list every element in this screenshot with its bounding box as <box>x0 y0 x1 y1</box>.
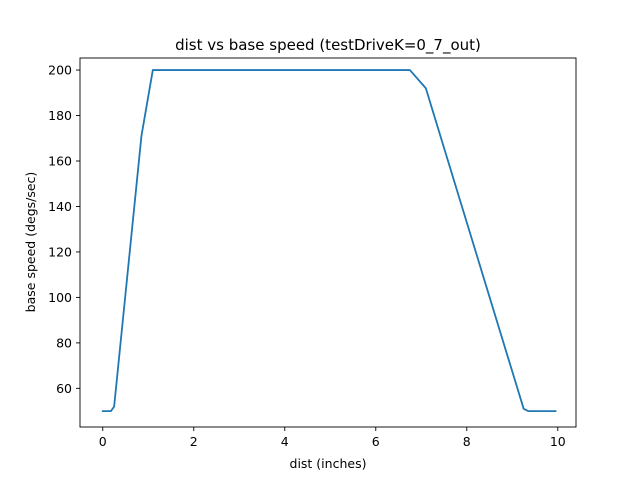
x-tick-label: 0 <box>99 434 107 449</box>
x-tick-label: 6 <box>372 434 380 449</box>
y-tick-label: 180 <box>48 108 72 123</box>
y-axis-label: base speed (degs/sec) <box>23 172 38 313</box>
series-line-0 <box>101 69 557 412</box>
y-tick-label: 100 <box>48 290 72 305</box>
x-tick-label: 8 <box>463 434 471 449</box>
axes-frame <box>79 57 577 428</box>
y-tick-label: 140 <box>48 199 72 214</box>
x-axis-label: dist (inches) <box>290 456 367 471</box>
y-axis: 60 80 100 120 140 160 180 200 <box>48 63 80 396</box>
x-axis: 0 2 4 6 8 10 <box>99 427 566 449</box>
x-tick-label: 2 <box>190 434 198 449</box>
x-tick-label: 10 <box>550 434 566 449</box>
y-tick-label: 200 <box>48 63 72 78</box>
y-tick-label: 120 <box>48 244 72 259</box>
y-tick-label: 80 <box>56 335 72 350</box>
chart-title: dist vs base speed (testDriveK=0_7_out) <box>175 36 481 55</box>
plot-area <box>79 57 577 428</box>
y-tick-label: 60 <box>56 381 72 396</box>
y-tick-label: 160 <box>48 153 72 168</box>
x-tick-label: 4 <box>281 434 289 449</box>
